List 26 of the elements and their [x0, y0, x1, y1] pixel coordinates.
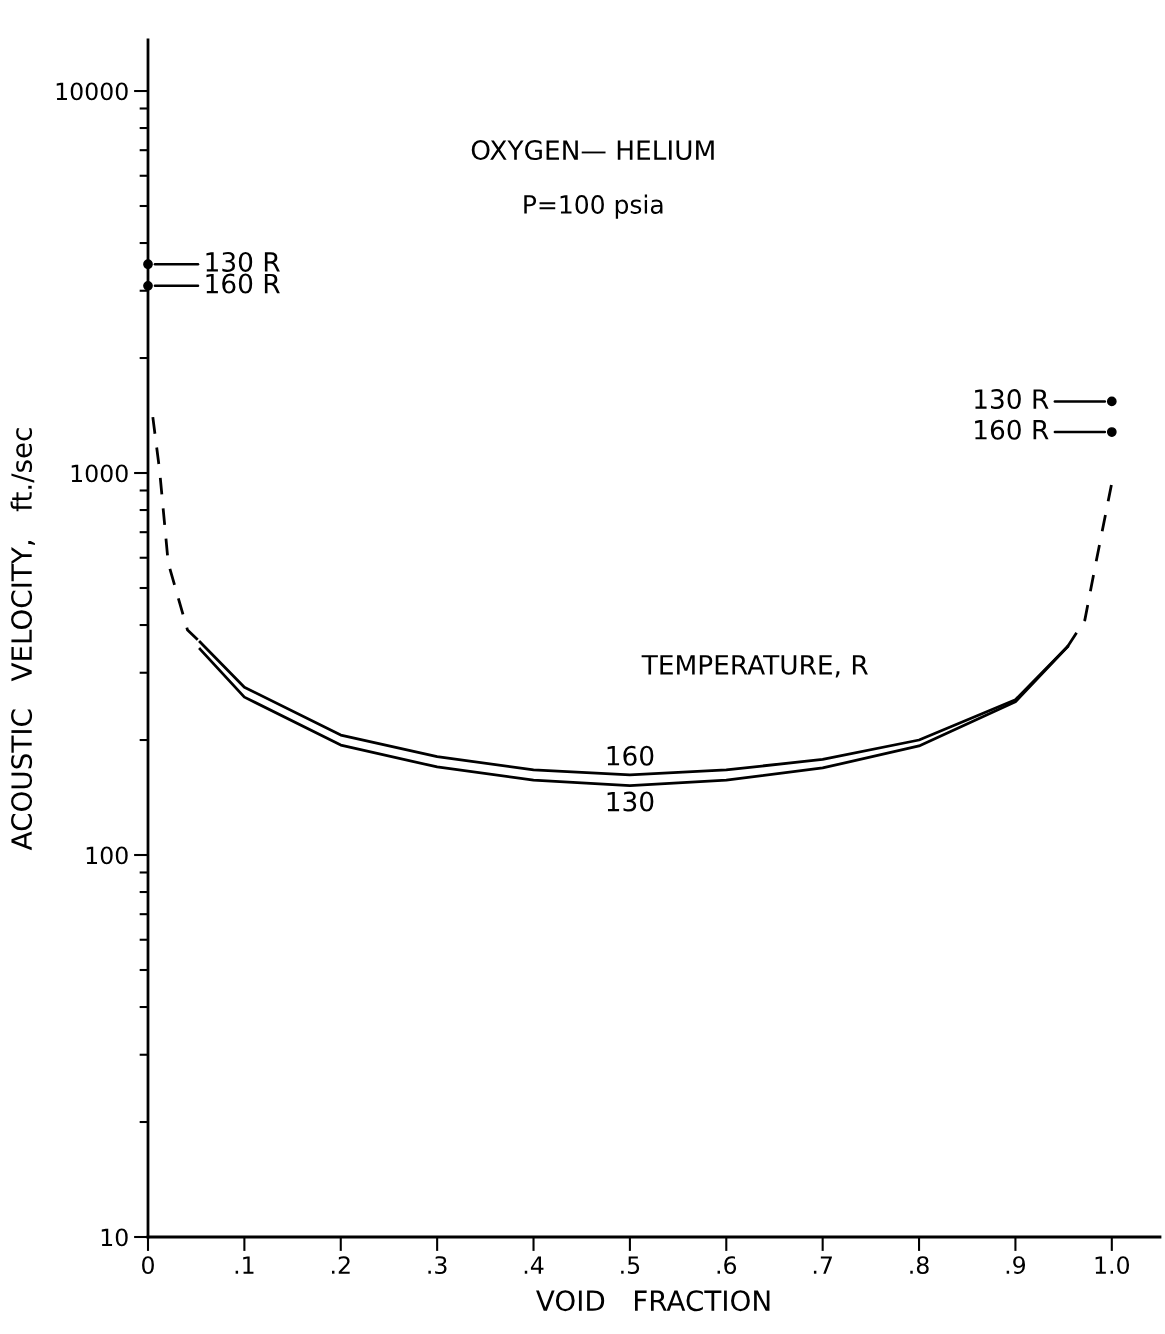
x-tick-label: .7 — [813, 1256, 832, 1274]
x-tick-label: .9 — [1006, 1256, 1026, 1275]
x-tick-label: .3 — [428, 1256, 447, 1275]
y-tick-label: 100 — [86, 846, 128, 865]
annotation: 130 R — [206, 251, 280, 272]
x-tick-label: 1.0 — [1095, 1256, 1130, 1275]
series-label: 130 — [607, 791, 654, 812]
x-tick-label: .6 — [717, 1256, 737, 1275]
x-tick-label: .5 — [621, 1256, 640, 1275]
annotation: TEMPERATURE, R — [641, 655, 868, 678]
annotation: 160 R — [206, 273, 280, 294]
x-tick-label: .4 — [524, 1256, 544, 1274]
x-axis-title: VOID FRACTION — [536, 1290, 770, 1312]
series-label: 160 — [607, 745, 654, 766]
y-axis-title: ACOUSTIC VELOCITY, ft./sec — [10, 428, 35, 851]
text: OXYGEN— HELIUM — [471, 140, 714, 161]
y-tick-label: 10000 — [56, 82, 128, 101]
annotation: 130 R — [975, 389, 1049, 410]
y-tick-label: 10 — [101, 1228, 128, 1247]
x-tick-label: .8 — [910, 1256, 929, 1275]
x-tick-label: .2 — [332, 1256, 350, 1274]
y-tick-label: 1000 — [71, 464, 128, 483]
x-tick-label: .1 — [235, 1256, 254, 1274]
x-tick-label: 0 — [142, 1256, 154, 1275]
text: P=100 psia — [524, 194, 663, 219]
annotation: 160 R — [975, 419, 1049, 440]
